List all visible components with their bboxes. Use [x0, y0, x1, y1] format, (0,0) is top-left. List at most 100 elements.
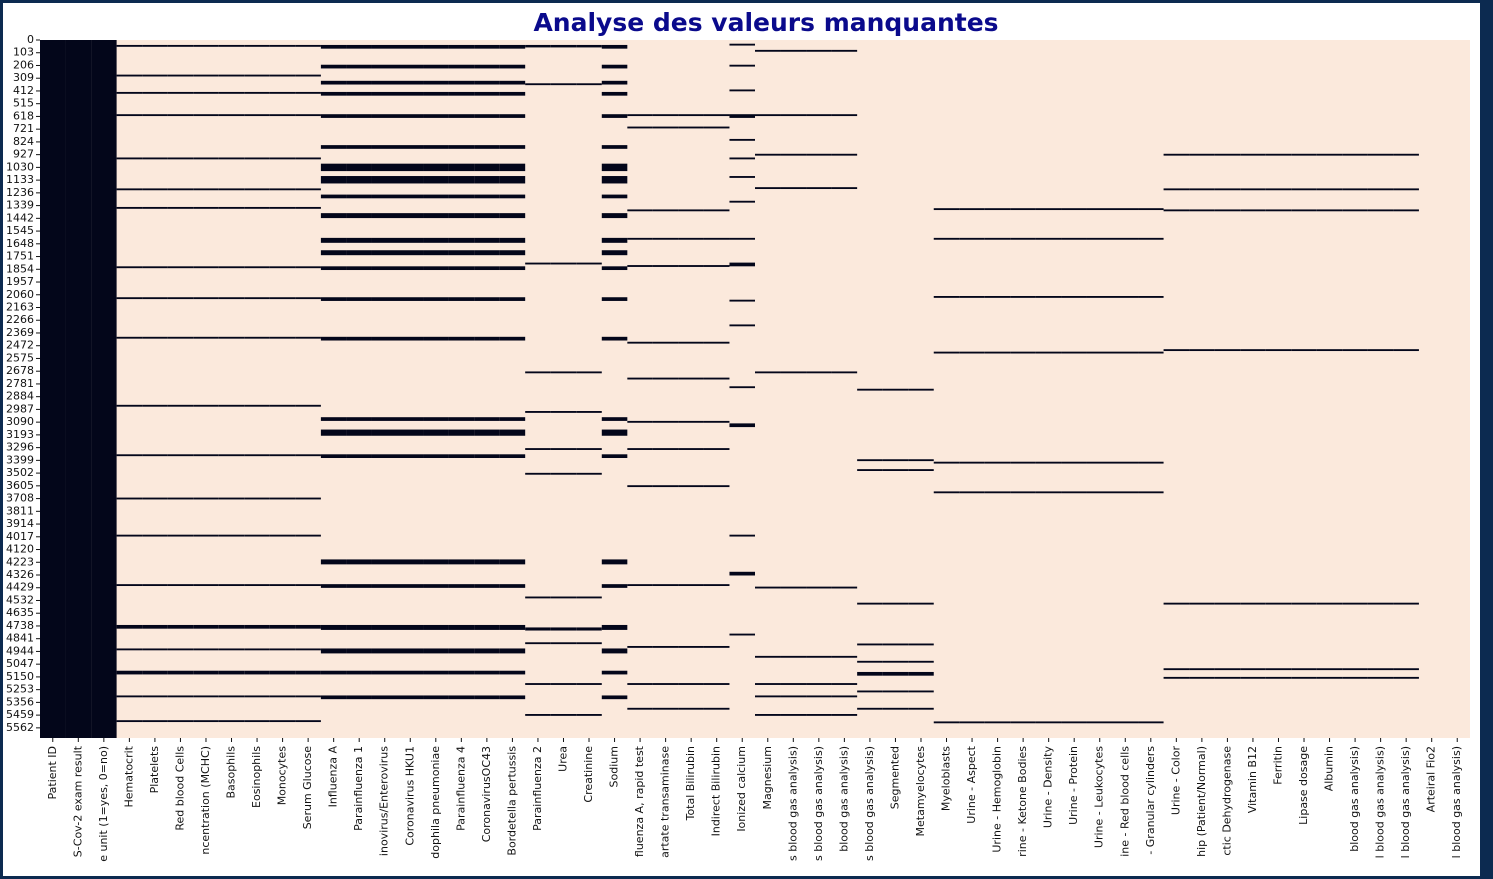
present-cell [831, 655, 858, 658]
present-cell [371, 250, 398, 256]
y-tick-label: 3399 [6, 453, 34, 466]
present-cell [1265, 349, 1292, 352]
present-cell [806, 714, 832, 716]
y-tick-label: 2472 [6, 339, 34, 352]
x-tick-label: Serum Glucose [301, 746, 314, 830]
present-cell [397, 584, 424, 588]
present-cell [142, 297, 168, 300]
present-cell [1163, 209, 1190, 212]
present-cell [1316, 676, 1343, 679]
present-cell [269, 74, 296, 77]
present-cell [550, 448, 577, 450]
present-cell [346, 297, 372, 301]
present-cell [474, 297, 500, 301]
present-cell [167, 91, 194, 94]
present-cell [193, 534, 219, 537]
present-cell [244, 695, 270, 698]
present-cell [218, 297, 245, 300]
present-cell [346, 213, 372, 219]
present-cell [448, 454, 475, 459]
present-cell [959, 491, 985, 494]
x-tick-label: Urine - Leukocytes [1093, 746, 1106, 848]
present-cell [295, 336, 321, 339]
present-cell [933, 295, 960, 298]
present-cell [882, 469, 909, 471]
present-cell [652, 377, 679, 380]
y-tick-label: 412 [13, 84, 34, 97]
y-tick-label: 3296 [6, 441, 34, 454]
present-cell [1189, 668, 1215, 671]
present-cell [423, 584, 449, 588]
present-cell [346, 336, 372, 341]
present-cell [218, 91, 245, 94]
y-tick-label: 4635 [6, 606, 34, 619]
present-cell [346, 64, 372, 69]
present-cell [269, 157, 296, 160]
present-cell [320, 44, 347, 49]
present-cell [474, 163, 500, 172]
present-cell [423, 114, 449, 118]
present-cell [320, 648, 347, 654]
y-tick-label: 1030 [6, 160, 34, 173]
present-cell [193, 670, 219, 675]
present-cell [1061, 295, 1087, 298]
present-cell [1316, 153, 1343, 156]
present-cell [167, 266, 194, 269]
present-cell [1393, 188, 1419, 191]
present-cell [397, 648, 424, 654]
present-cell [601, 163, 628, 172]
present-cell [142, 584, 168, 587]
present-cell [397, 91, 424, 96]
present-cell [525, 714, 551, 716]
x-tick-label: Lipase dosage [1297, 746, 1310, 825]
present-cell [1393, 349, 1419, 352]
present-cell [371, 559, 398, 565]
present-cell [167, 624, 194, 629]
present-cell [755, 714, 781, 716]
present-cell [525, 596, 551, 599]
present-cell [1367, 676, 1394, 679]
y-tick-label: 3193 [6, 428, 34, 441]
present-cell [908, 459, 934, 462]
present-cell [346, 250, 372, 256]
present-cell [1112, 208, 1139, 211]
present-cell [499, 417, 526, 421]
present-cell [474, 44, 500, 49]
present-cell [882, 459, 909, 462]
present-cell [499, 695, 526, 700]
present-cell [678, 341, 704, 344]
present-cell [1035, 461, 1062, 464]
present-cell [193, 648, 219, 651]
present-cell [218, 157, 245, 160]
present-cell [116, 720, 143, 723]
x-tick-label: l blood gas analysis) [1450, 746, 1463, 858]
present-cell [1367, 188, 1394, 191]
present-cell [320, 163, 347, 172]
present-cell [601, 336, 628, 341]
present-cell [193, 74, 219, 77]
present-cell [576, 83, 602, 86]
present-cell [729, 157, 755, 160]
present-cell [601, 648, 628, 654]
x-tick-label: Hematocrit [122, 745, 135, 807]
present-cell [1393, 602, 1419, 605]
present-cell [371, 44, 398, 49]
present-cell [295, 404, 321, 407]
present-cell [244, 91, 270, 94]
present-cell [295, 44, 321, 47]
present-cell [499, 266, 526, 271]
present-cell [1086, 461, 1113, 464]
x-tick-label: Urine - Aspect [965, 745, 978, 823]
present-cell [499, 194, 526, 199]
present-cell [652, 485, 679, 488]
present-cell [678, 485, 704, 488]
present-cell [142, 206, 168, 209]
present-cell [116, 114, 143, 117]
present-cell [755, 114, 781, 117]
present-cell [167, 188, 194, 191]
present-cell [627, 420, 653, 423]
present-cell [499, 297, 526, 301]
present-cell [346, 176, 372, 184]
present-cell [652, 126, 679, 129]
present-cell [1214, 676, 1241, 679]
